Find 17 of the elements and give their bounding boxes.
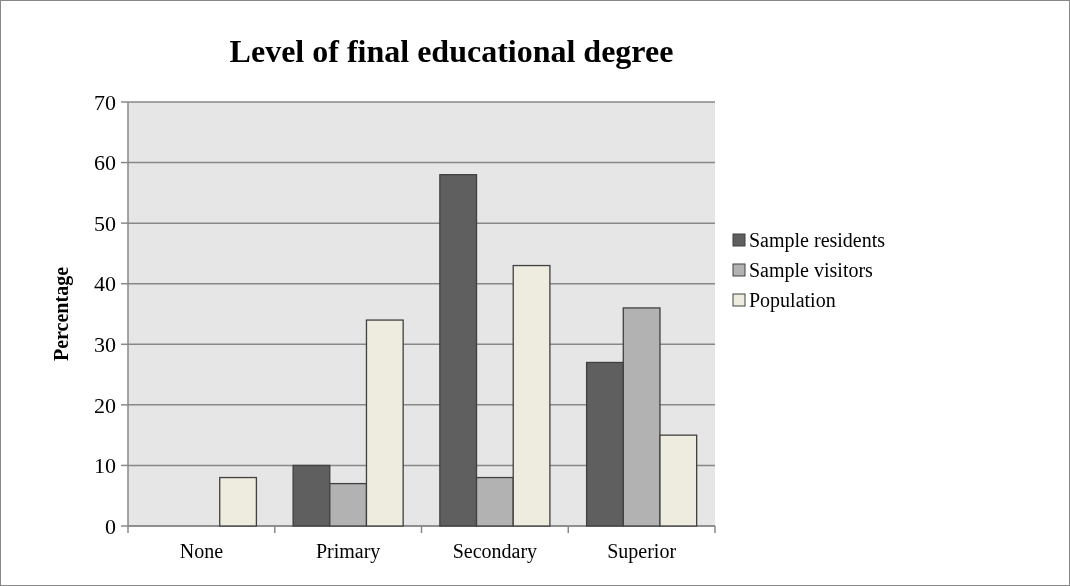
legend-label: Sample visitors — [749, 259, 874, 282]
x-tick-label: Secondary — [452, 540, 538, 563]
y-tick-label: 60 — [94, 150, 116, 176]
y-tick-label: 0 — [105, 513, 116, 539]
x-tick-label: Superior — [607, 540, 677, 563]
y-tick-label: 30 — [94, 331, 116, 357]
x-tick-label: Primary — [315, 540, 381, 563]
legend-label: Population — [749, 289, 836, 312]
chart-title: Level of final educational degree — [229, 33, 674, 69]
y-tick-label: 50 — [94, 210, 116, 236]
y-tick-label: 10 — [94, 453, 116, 479]
y-axis-title: Percentage — [50, 266, 73, 362]
legend-label: Sample residents — [749, 229, 886, 252]
y-tick-label: 20 — [94, 392, 116, 418]
x-tick-label: None — [179, 540, 224, 562]
y-tick-label: 40 — [94, 271, 116, 297]
y-tick-label: 70 — [94, 89, 116, 115]
